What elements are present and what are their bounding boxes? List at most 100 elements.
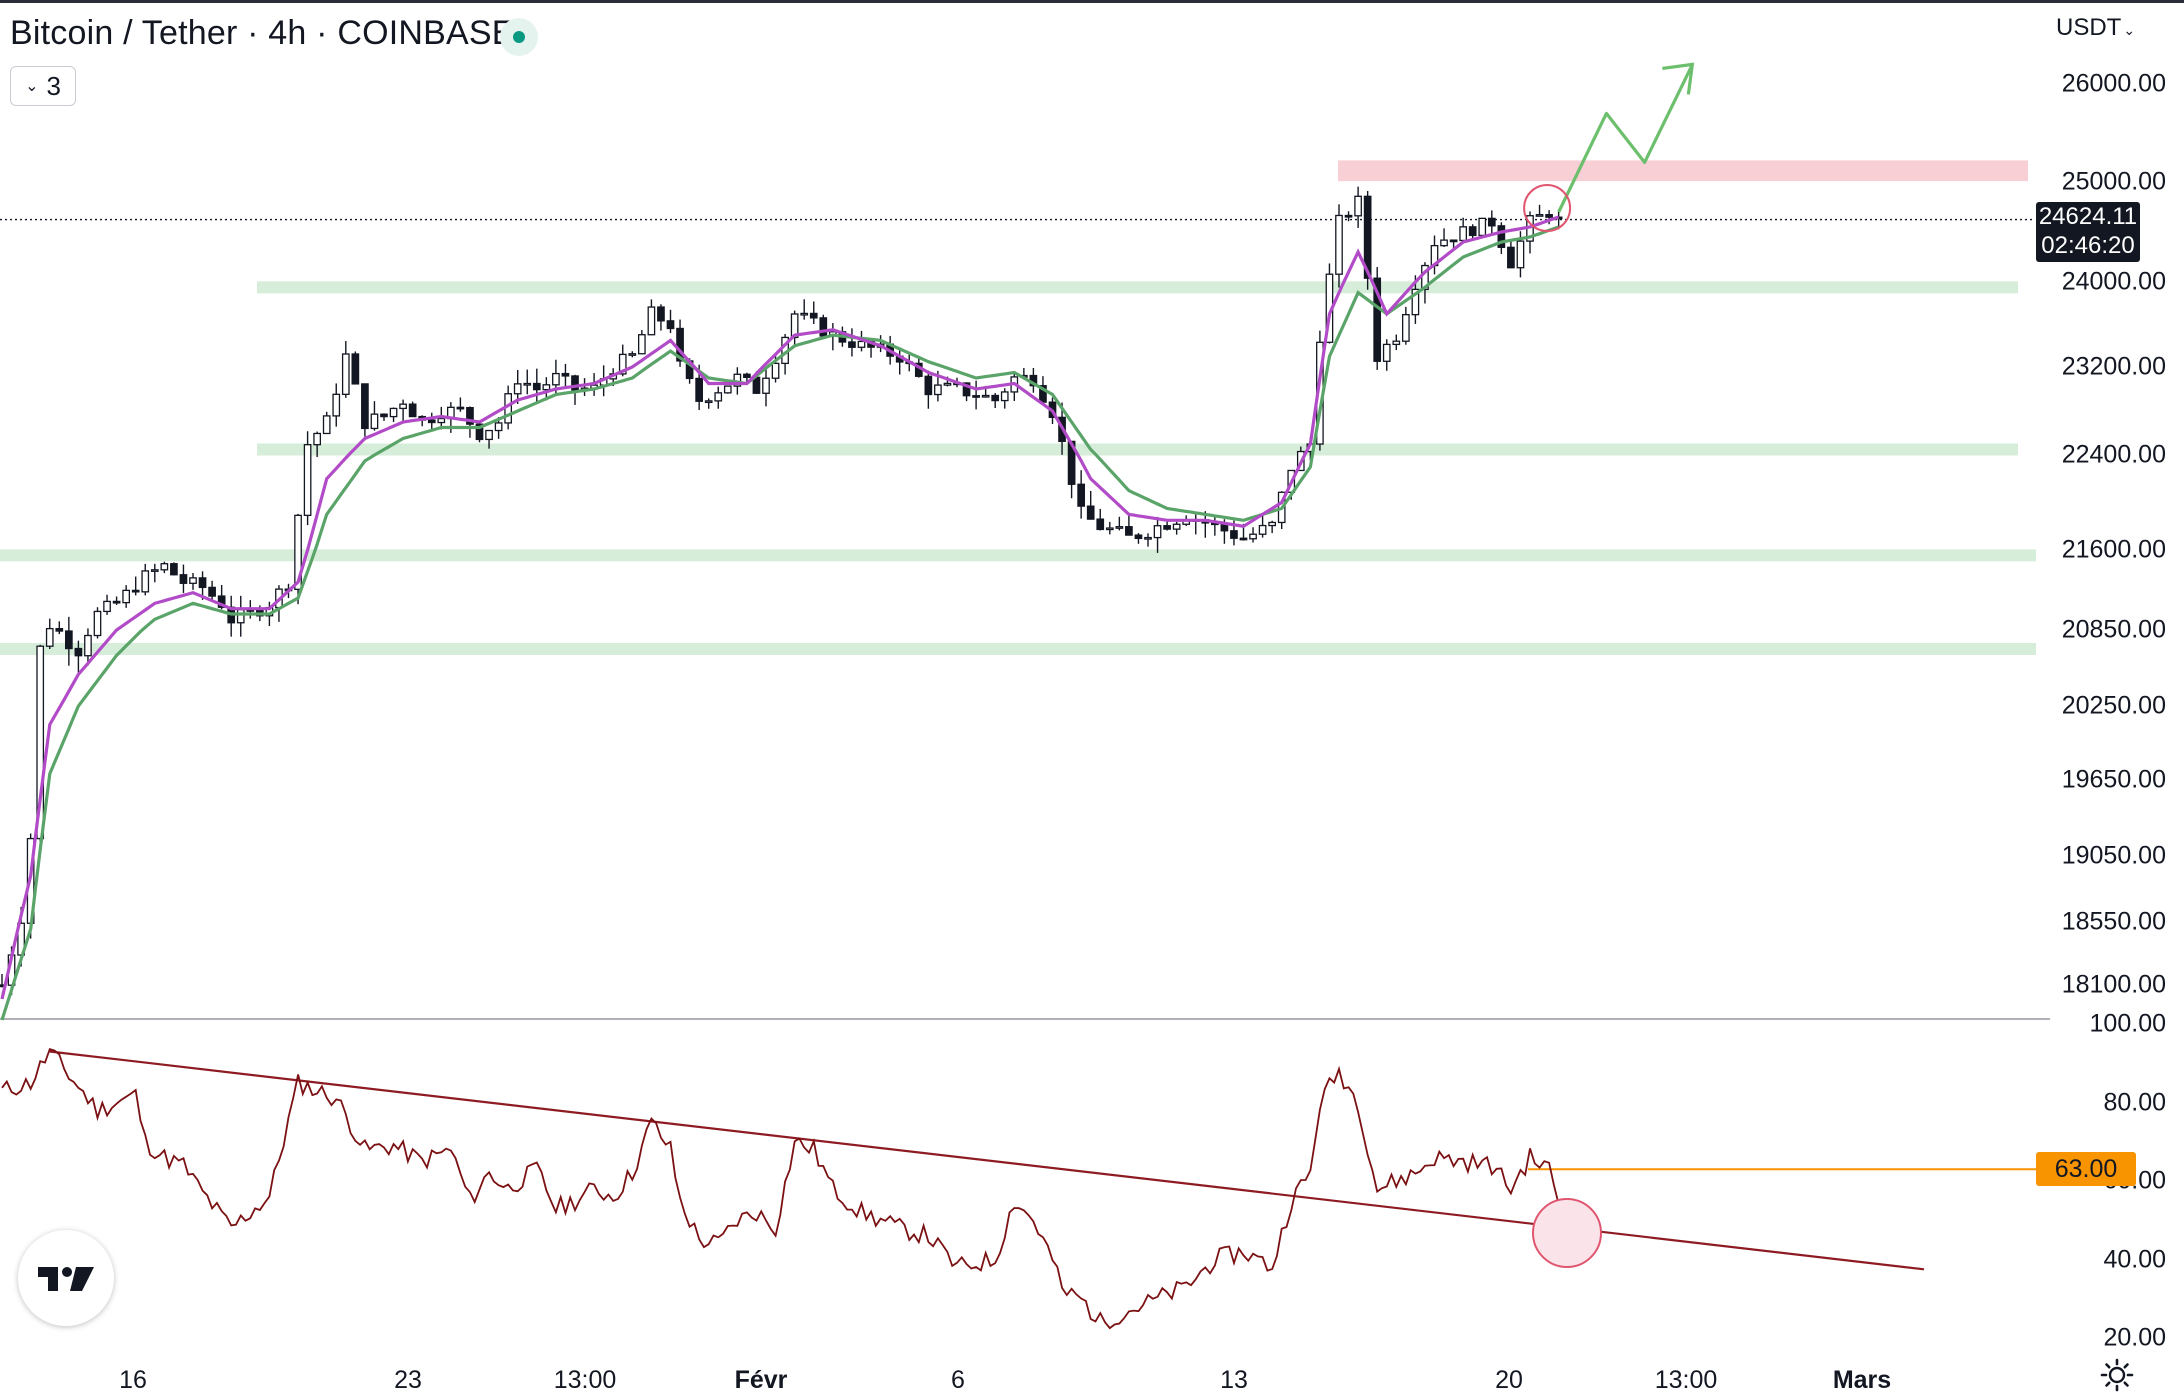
candle-body — [1134, 534, 1143, 540]
candle-body — [313, 432, 322, 446]
tradingview-logo[interactable] — [18, 1230, 114, 1326]
candle-body — [399, 403, 407, 410]
candle-body — [1239, 537, 1248, 541]
candle-body — [1105, 527, 1114, 531]
candle-body — [848, 341, 856, 348]
time-tick-label: 13 — [1220, 1366, 1248, 1394]
candle-body — [1468, 226, 1477, 237]
candle-body — [561, 372, 570, 377]
candle-body — [647, 306, 656, 336]
currency-selector[interactable]: USDT ⌄ — [2056, 14, 2135, 42]
candle-body — [1086, 505, 1095, 520]
candle-body — [1545, 214, 1553, 218]
candle-body — [1373, 277, 1382, 362]
bar-countdown: 02:46:20 — [2041, 232, 2135, 259]
rsi-tick-label: 40.00 — [2103, 1245, 2166, 1273]
price-tick-label: 24000.00 — [2061, 267, 2166, 296]
candle-body — [189, 577, 197, 584]
candle-body — [141, 570, 150, 593]
price-tick-label: 20250.00 — [2061, 691, 2166, 720]
candle-body — [628, 353, 637, 356]
time-tick-label: 6 — [951, 1366, 965, 1394]
candle-body — [943, 382, 952, 386]
candle-body — [924, 375, 933, 396]
candle-body — [1335, 214, 1343, 275]
candle-body — [1487, 217, 1496, 227]
indicators-toggle-button[interactable]: ⌄ 3 — [10, 66, 76, 106]
rsi-line — [1, 1047, 1560, 1330]
last-price-value: 24624.11 — [2038, 203, 2138, 230]
candle-body — [752, 376, 761, 394]
price-tick-label: 23200.00 — [2061, 352, 2166, 381]
price-tick-label: 26000.00 — [2061, 69, 2166, 98]
candle-body — [1000, 391, 1009, 402]
candle-body — [723, 385, 732, 394]
candle-body — [1096, 518, 1105, 531]
candle-body — [456, 406, 465, 410]
time-tick-label: 20 — [1495, 1366, 1523, 1394]
projection-arrow — [1557, 63, 1694, 213]
last-price-tag: 24624.11 02:46:20 — [2036, 202, 2140, 262]
candle-body — [341, 353, 350, 395]
symbol-title[interactable]: Bitcoin / Tether · 4h · COINBASE — [10, 14, 515, 52]
zones-layer — [0, 160, 2050, 1020]
candle-body — [45, 627, 54, 647]
candle-body — [618, 353, 627, 375]
candle-body — [475, 423, 484, 441]
time-tick-label: 13:00 — [1654, 1366, 1718, 1394]
candle-body — [1344, 214, 1353, 218]
candle-body — [743, 373, 751, 378]
time-tick-label: 13:00 — [553, 1366, 617, 1394]
time-tick-label: 23 — [394, 1366, 422, 1394]
candle-body — [1449, 239, 1458, 243]
candle-body — [1392, 340, 1401, 346]
candle-body — [437, 417, 446, 424]
candle-body — [666, 320, 675, 330]
candle-body — [1440, 239, 1448, 247]
projection-arrowhead — [1662, 62, 1695, 95]
ema-fast-line — [0, 215, 1560, 1000]
candle-body — [790, 313, 799, 339]
candle-body — [65, 630, 73, 650]
chevron-down-icon: ⌄ — [2123, 22, 2136, 38]
price-tick-label: 19650.00 — [2061, 765, 2166, 794]
candle-body — [1077, 483, 1085, 507]
candle-body — [170, 563, 178, 576]
candle-body — [1258, 524, 1267, 535]
support-zone — [257, 443, 2018, 456]
candle-body — [1153, 525, 1162, 539]
candle-body — [1363, 195, 1372, 279]
candle-body — [351, 353, 360, 385]
chevron-down-icon: ⌄ — [25, 78, 39, 95]
candle-body — [638, 334, 646, 355]
ema-layer — [0, 215, 1560, 1021]
candle-body — [1354, 195, 1362, 217]
candle-body — [236, 609, 245, 624]
candle-body — [1516, 240, 1525, 269]
time-tick-label: Mars — [1832, 1366, 1892, 1394]
support-zone — [0, 643, 2036, 655]
price-tick-label: 18100.00 — [2061, 970, 2166, 999]
candle-body — [303, 444, 312, 517]
time-tick-label: 16 — [119, 1366, 147, 1394]
candle-body — [1115, 526, 1124, 529]
candle-body — [294, 514, 302, 591]
candle-body — [532, 382, 541, 391]
candle-body — [972, 395, 980, 398]
candle-body — [332, 393, 341, 417]
candle-body — [1230, 530, 1238, 539]
rsi-tick-label: 100.00 — [2089, 1009, 2166, 1038]
candle-body — [361, 383, 369, 430]
indicator-count: 3 — [46, 70, 61, 101]
rsi-tick-label: 20.00 — [2103, 1323, 2166, 1352]
settings-gear-icon[interactable] — [2100, 1358, 2134, 1392]
candle-body — [389, 407, 398, 418]
candle-body — [112, 600, 121, 604]
candle-body — [131, 589, 140, 593]
candle-body — [552, 372, 560, 386]
candle-body — [1382, 343, 1391, 362]
candle-body — [84, 634, 92, 657]
candle-body — [74, 647, 83, 657]
candle-body — [819, 317, 828, 337]
